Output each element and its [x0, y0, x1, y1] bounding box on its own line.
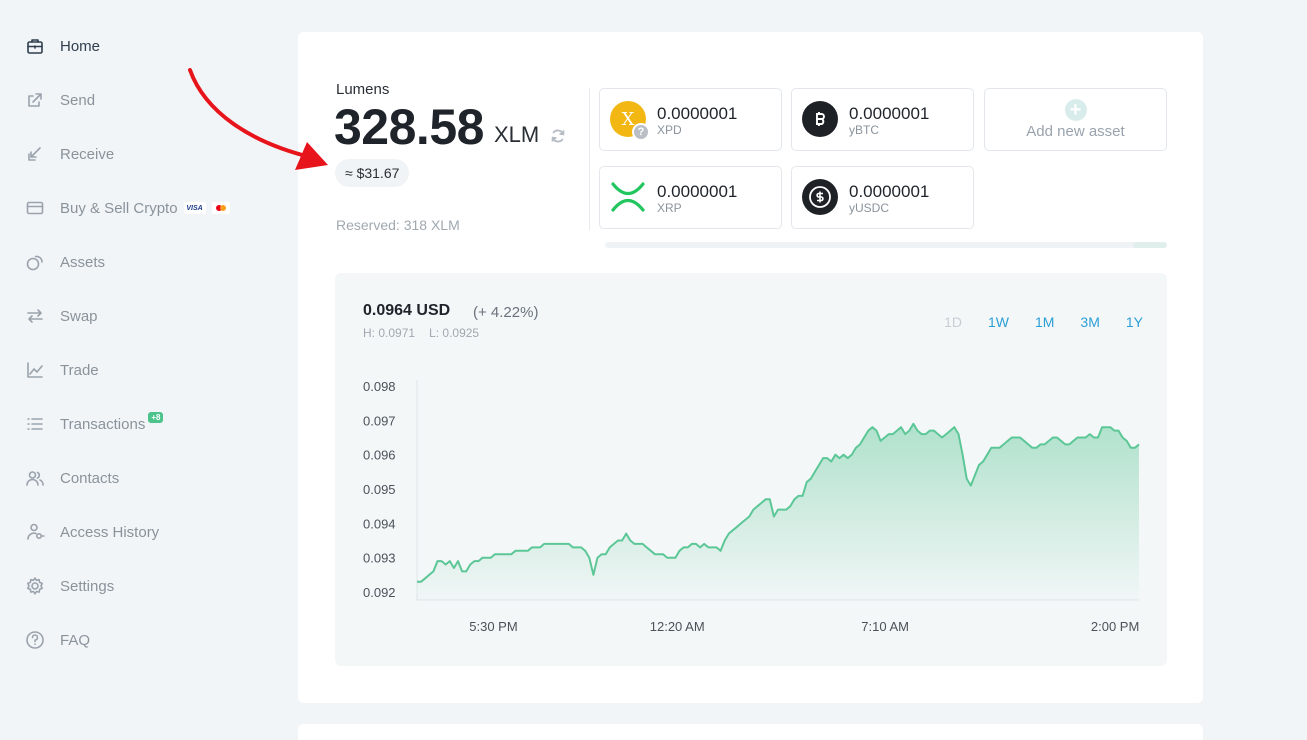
send-arrow-icon — [24, 89, 46, 111]
price-chart-panel: 0.0964 USD (+ 4.22%) H: 0.0971 L: 0.0925 … — [335, 273, 1167, 666]
add-new-asset-label: Add new asset — [1026, 123, 1125, 140]
credit-card-icon — [24, 197, 46, 219]
y-tick-label: 0.095 — [363, 482, 396, 497]
user-key-icon — [24, 521, 46, 543]
asset-amount: 0.0000001 — [657, 182, 738, 201]
y-tick-label: 0.098 — [363, 379, 396, 394]
high-value: H: 0.0971 — [363, 326, 416, 340]
mastercard-logo-icon — [211, 202, 230, 214]
range-tab-3m[interactable]: 3M — [1080, 314, 1100, 330]
asset-code: XPD — [657, 123, 682, 137]
asset-code: yBTC — [849, 123, 879, 137]
price-line — [417, 422, 1140, 583]
bitcoin-logo-icon — [802, 101, 838, 137]
usdc-logo-icon — [802, 179, 838, 215]
sidebar-item-swap[interactable]: Swap — [24, 302, 98, 330]
list-icon — [24, 413, 46, 435]
asset-code: XRP — [657, 201, 682, 215]
users-icon — [24, 467, 46, 489]
refresh-icon[interactable] — [550, 128, 566, 144]
balance-unit: XLM — [494, 122, 540, 147]
divider — [589, 88, 590, 230]
swap-arrows-icon — [24, 305, 46, 327]
reserved-balance: Reserved: 318 XLM — [336, 217, 460, 233]
y-tick-label: 0.096 — [363, 448, 396, 463]
sidebar-item-label: Swap — [60, 307, 98, 325]
gear-icon — [24, 575, 46, 597]
range-tab-1y[interactable]: 1Y — [1125, 314, 1143, 330]
briefcase-icon — [24, 35, 46, 57]
receive-arrow-icon — [24, 143, 46, 165]
asset-scrollbar[interactable] — [605, 242, 1167, 248]
low-value: L: 0.0925 — [429, 326, 480, 340]
high-low: H: 0.0971 L: 0.0925 — [363, 326, 493, 340]
sidebar-item-label: Access History — [60, 523, 160, 541]
sidebar-item-transactions[interactable]: Transactions +8 — [24, 410, 164, 438]
sidebar-item-contacts[interactable]: Contacts — [24, 464, 119, 492]
wallet-overview-card: Lumens 328.58 XLM ≈ $31.67 Reserved: 318… — [298, 32, 1203, 703]
add-new-asset-button[interactable]: + Add new asset — [984, 88, 1167, 151]
price-change: (+ 4.22%) — [473, 304, 539, 321]
coins-icon — [24, 251, 46, 273]
sidebar-item-access-history[interactable]: Access History — [24, 518, 159, 546]
range-tab-1m[interactable]: 1M — [1034, 314, 1055, 330]
question-circle-icon — [24, 629, 46, 651]
transactions-count-badge: +8 — [148, 411, 164, 423]
sidebar-item-settings[interactable]: Settings — [24, 572, 114, 600]
sidebar-item-label: Send — [60, 91, 96, 109]
unknown-issuer-icon: ? — [632, 123, 650, 141]
sidebar-item-faq[interactable]: FAQ — [24, 626, 90, 654]
sidebar-item-label: Assets — [60, 253, 106, 271]
range-tab-1d: 1D — [944, 314, 962, 330]
sidebar-item-label: FAQ — [60, 631, 91, 649]
sidebar-item-home[interactable]: Home — [24, 32, 100, 60]
sidebar-item-receive[interactable]: Receive — [24, 140, 114, 168]
asset-tile-xrp[interactable]: 0.0000001 XRP — [599, 166, 782, 229]
line-chart-icon — [24, 359, 46, 381]
current-price: 0.0964 USD — [363, 302, 451, 319]
asset-amount: 0.0000001 — [657, 104, 738, 123]
y-tick-label: 0.092 — [363, 585, 396, 600]
asset-tile-ybtc[interactable]: 0.0000001 yBTC — [791, 88, 974, 151]
asset-code: yUSDC — [849, 201, 890, 215]
scrollbar-thumb[interactable] — [1133, 242, 1167, 248]
x-tick-label: 5:30 PM — [469, 619, 517, 634]
sidebar-item-label: Buy & Sell Crypto — [60, 199, 178, 217]
xrp-logo-icon — [610, 179, 646, 215]
sidebar-item-label: Contacts — [60, 469, 120, 487]
asset-amount: 0.0000001 — [849, 182, 930, 201]
sidebar-item-buy-sell-crypto[interactable]: Buy & Sell Crypto VISA — [24, 194, 230, 222]
sidebar-item-label: Trade — [60, 361, 99, 379]
secondary-card — [298, 724, 1203, 740]
sidebar-item-trade[interactable]: Trade — [24, 356, 99, 384]
sidebar-item-send[interactable]: Send — [24, 86, 95, 114]
sidebar-item-assets[interactable]: Assets — [24, 248, 105, 276]
sidebar-item-label: Transactions — [60, 415, 146, 433]
range-tabs: 1D 1W 1M 3M 1Y — [918, 314, 1143, 330]
x-tick-label: 12:20 AM — [650, 619, 705, 634]
sidebar-item-label: Receive — [60, 145, 115, 163]
usd-value-badge: ≈ $31.67 — [335, 159, 410, 187]
balance-amount: 328.58 — [334, 99, 484, 155]
y-tick-label: 0.094 — [363, 516, 396, 531]
asset-amount: 0.0000001 — [849, 104, 930, 123]
y-tick-label: 0.093 — [363, 551, 396, 566]
x-tick-label: 2:00 PM — [1091, 619, 1139, 634]
sidebar-item-label: Home — [60, 37, 101, 55]
xpd-logo-icon: X ? — [610, 101, 650, 141]
balance-label: Lumens — [336, 81, 390, 98]
y-tick-label: 0.097 — [363, 413, 396, 428]
sidebar-item-label: Settings — [60, 577, 115, 595]
plus-circle-icon: + — [1064, 99, 1087, 121]
asset-tile-yusdc[interactable]: 0.0000001 yUSDC — [791, 166, 974, 229]
annotation-arrow-icon — [188, 68, 328, 170]
x-tick-label: 7:10 AM — [861, 619, 909, 634]
visa-logo-icon: VISA — [183, 202, 206, 214]
asset-tile-xpd[interactable]: X ? 0.0000001 XPD — [599, 88, 782, 151]
price-area-fill — [417, 423, 1139, 600]
price-area-chart: 0.098 0.097 0.096 0.095 0.094 0.093 0.092 5:30 … — [363, 379, 1140, 634]
range-tab-1w[interactable]: 1W — [987, 314, 1009, 330]
sidebar: Home Send Receive Buy & Sell Crypto VISA Asse… — [0, 0, 280, 740]
